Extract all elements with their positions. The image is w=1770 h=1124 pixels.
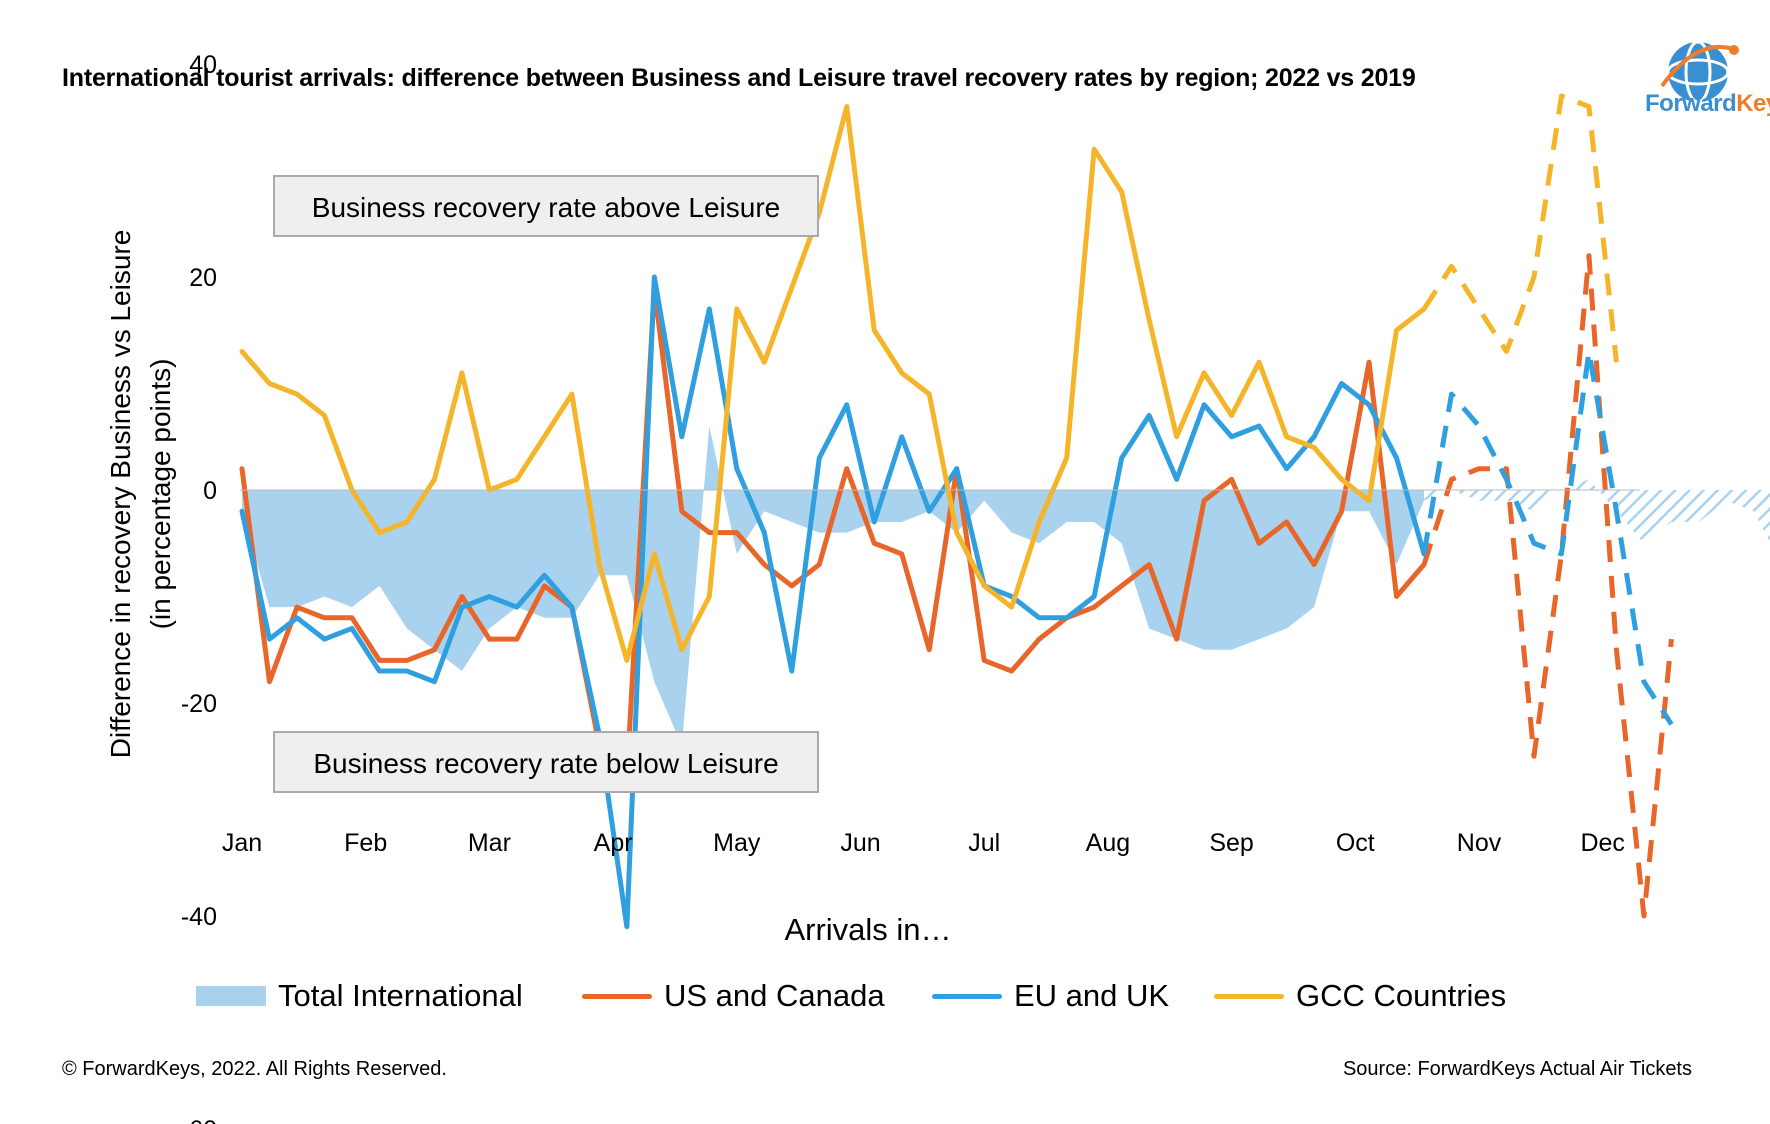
legend-swatch-line xyxy=(932,993,1002,999)
x-tick-label: Jun xyxy=(840,829,880,857)
y-tick-label: 40 xyxy=(189,51,217,79)
legend-label: Total International xyxy=(278,978,523,1013)
y-axis-label: Difference in recovery Business vs Leisu… xyxy=(105,230,136,759)
x-tick-label: May xyxy=(713,829,761,857)
source-text: Source: ForwardKeys Actual Air Tickets xyxy=(1342,1058,1692,1080)
y-tick-label: -40 xyxy=(181,903,217,931)
legend-label: GCC Countries xyxy=(1296,978,1507,1013)
area-total-international-forecast xyxy=(1424,479,1770,544)
line-us-and-canada-forecast xyxy=(1421,253,1674,919)
line-us-and-canada-actual xyxy=(239,285,1427,781)
legend-item-gcc: GCC Countries xyxy=(1214,976,1506,1016)
legend-swatch-line xyxy=(582,993,652,999)
copyright-text: © ForwardKeys, 2022. All Rights Reserved… xyxy=(62,1058,447,1080)
chart-title: International tourist arrivals: differen… xyxy=(62,64,1416,92)
y-tick-label: -60 xyxy=(181,1116,217,1124)
x-tick-label: Dec xyxy=(1580,829,1624,857)
y-tick-label: -20 xyxy=(181,690,217,718)
x-tick-label: Mar xyxy=(468,829,511,857)
globe-icon xyxy=(1660,40,1739,104)
x-tick-label: Aug xyxy=(1086,829,1130,857)
brand-name-forward: Forward xyxy=(1645,90,1737,117)
legend-item-eu-uk: EU and UK xyxy=(932,976,1169,1016)
annotation-above: Business recovery rate above Leisure xyxy=(273,175,819,237)
legend-swatch-line xyxy=(1214,993,1284,999)
x-axis-label: Arrivals in… xyxy=(784,912,951,947)
x-tick-label: Sep xyxy=(1209,829,1253,857)
y-axis-label-sub: (in percentage points) xyxy=(145,359,176,630)
x-tick-label: Feb xyxy=(344,829,387,857)
annotation-above-text: Business recovery rate above Leisure xyxy=(312,192,780,223)
y-tick-label: 20 xyxy=(189,264,217,292)
line-gcc-countries-forecast xyxy=(1421,93,1619,363)
brand-logo-text: ForwardKeys xyxy=(1645,90,1770,118)
annotation-below: Business recovery rate below Leisure xyxy=(273,731,819,793)
line-eu-and-uk-forecast xyxy=(1421,349,1674,726)
legend-label: EU and UK xyxy=(1014,978,1170,1013)
legend-item-us-canada: US and Canada xyxy=(582,976,885,1016)
x-tick-label: Oct xyxy=(1336,829,1375,857)
x-tick-label: Apr xyxy=(594,829,633,857)
x-tick-label: Jan xyxy=(222,829,262,857)
legend-swatch-area xyxy=(196,986,266,1006)
legend-label: US and Canada xyxy=(664,978,885,1013)
legend-item-total-international: Total International xyxy=(196,976,523,1016)
annotation-below-text: Business recovery rate below Leisure xyxy=(313,748,778,779)
brand-name-keys: Keys xyxy=(1736,90,1770,117)
x-tick-label: Jul xyxy=(968,829,1000,857)
line-gcc-countries-actual xyxy=(239,104,1427,663)
area-total-international-actual xyxy=(242,426,1425,746)
y-tick-label: 0 xyxy=(203,477,217,505)
x-tick-label: Nov xyxy=(1457,829,1502,857)
line-eu-and-uk-actual xyxy=(239,274,1427,930)
